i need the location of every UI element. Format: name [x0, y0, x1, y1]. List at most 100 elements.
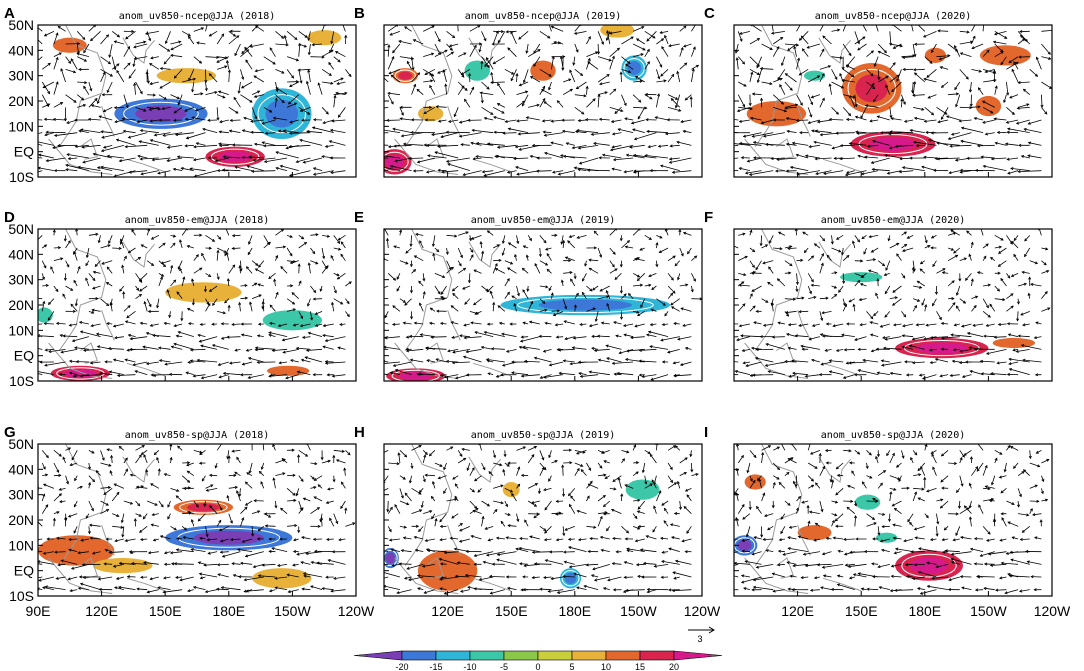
wind-vector-head	[91, 551, 96, 555]
wind-vector-head	[673, 374, 677, 378]
wind-vector-head	[806, 45, 810, 49]
wind-vector	[437, 68, 447, 74]
wind-vector-head	[686, 530, 690, 534]
wind-vector	[38, 576, 43, 579]
wind-vector-head	[684, 97, 688, 101]
wind-vector-head	[430, 495, 434, 500]
wind-vector-head	[108, 463, 112, 467]
wind-vector	[321, 49, 334, 58]
wind-vector-head	[672, 290, 676, 294]
wind-vector	[176, 335, 183, 338]
wind-vector-head	[557, 41, 562, 45]
wind-vector-head	[750, 71, 754, 75]
wind-vector	[75, 144, 89, 148]
wind-vector-head	[202, 127, 206, 131]
wind-vector-head	[55, 576, 59, 580]
wind-vector	[244, 47, 253, 57]
wind-vector-head	[337, 237, 341, 241]
coastline	[404, 229, 453, 351]
wind-vector-head	[244, 46, 248, 50]
wind-vector-head	[25, 140, 27, 142]
wind-vector-head	[887, 238, 891, 242]
wind-vector	[493, 500, 504, 504]
lat-label: 10S	[9, 373, 34, 389]
wind-vector-head	[892, 46, 896, 49]
wind-vector	[274, 576, 288, 579]
wind-vector-head	[880, 131, 884, 135]
wind-vector-head	[646, 129, 650, 133]
wind-vector-head	[409, 264, 413, 268]
wind-vector	[184, 106, 194, 112]
wind-vector	[100, 56, 111, 65]
wind-vector-head	[102, 145, 107, 149]
wind-vector-head	[568, 565, 573, 569]
wind-vector-head	[106, 322, 110, 326]
wind-vector	[559, 372, 575, 376]
wind-vector-head	[439, 321, 444, 326]
wind-vector	[323, 323, 334, 327]
wind-vector	[226, 60, 230, 70]
wind-vector	[516, 285, 520, 296]
wind-vector	[465, 574, 482, 578]
wind-vector-head	[145, 332, 150, 335]
wind-vector-head	[589, 480, 593, 484]
wind-vector	[113, 323, 124, 327]
wind-vector	[68, 576, 78, 580]
coastline	[468, 241, 501, 268]
wind-vector-head	[976, 20, 978, 22]
wind-vector	[621, 94, 627, 106]
wind-vector	[197, 359, 218, 363]
wind-vector	[869, 234, 879, 238]
wind-vector-head	[522, 446, 527, 450]
wind-vector-head	[1016, 106, 1020, 110]
coastline	[468, 37, 501, 64]
wind-vector	[637, 310, 645, 316]
wind-vector-head	[749, 107, 753, 111]
wind-vector-head	[561, 67, 565, 71]
wind-vector-head	[680, 253, 684, 257]
wind-vector	[133, 43, 148, 48]
wind-vector-head	[319, 288, 323, 292]
wind-vector-head	[494, 154, 498, 158]
panel-letter: G	[4, 424, 16, 441]
wind-vector	[117, 374, 136, 376]
wind-vector	[664, 35, 669, 45]
wind-vector-head	[927, 245, 931, 248]
wind-vector-head	[676, 480, 680, 485]
wind-vector-head	[586, 495, 590, 499]
wind-vector	[186, 372, 194, 376]
wind-vector-head	[219, 120, 223, 124]
wind-vector-head	[379, 165, 381, 167]
wind-vector-head	[558, 371, 562, 375]
wind-vector-head	[96, 166, 101, 170]
wind-vector-head	[452, 292, 456, 296]
wind-vector-head	[243, 578, 247, 582]
wind-vector	[994, 51, 1004, 58]
wind-vector-head	[168, 314, 172, 319]
wind-vector-head	[118, 561, 122, 565]
wind-vector-head	[45, 159, 49, 163]
wind-vector-head	[676, 140, 680, 144]
wind-vector	[889, 107, 892, 118]
wind-vector	[80, 583, 101, 591]
wind-vector-head	[982, 120, 986, 124]
wind-vector-head	[513, 302, 517, 307]
wind-vector-head	[108, 550, 112, 554]
wind-vector	[1013, 254, 1019, 261]
wind-vector-head	[519, 537, 523, 541]
wind-vector	[913, 141, 937, 146]
wind-vector	[846, 56, 856, 67]
wind-vector	[212, 298, 218, 306]
lon-label: 120E	[85, 603, 118, 619]
wind-vector	[137, 119, 148, 123]
wind-vector-head	[307, 37, 311, 42]
wind-vector-head	[1005, 120, 1009, 124]
wind-vector-head	[227, 455, 231, 459]
wind-vector	[53, 518, 55, 527]
wind-vector	[216, 520, 222, 527]
wind-vector-head	[311, 126, 316, 130]
wind-vector	[202, 128, 218, 134]
wind-vector-head	[546, 252, 550, 257]
wind-vector-head	[861, 236, 865, 240]
wind-vector	[254, 94, 264, 98]
